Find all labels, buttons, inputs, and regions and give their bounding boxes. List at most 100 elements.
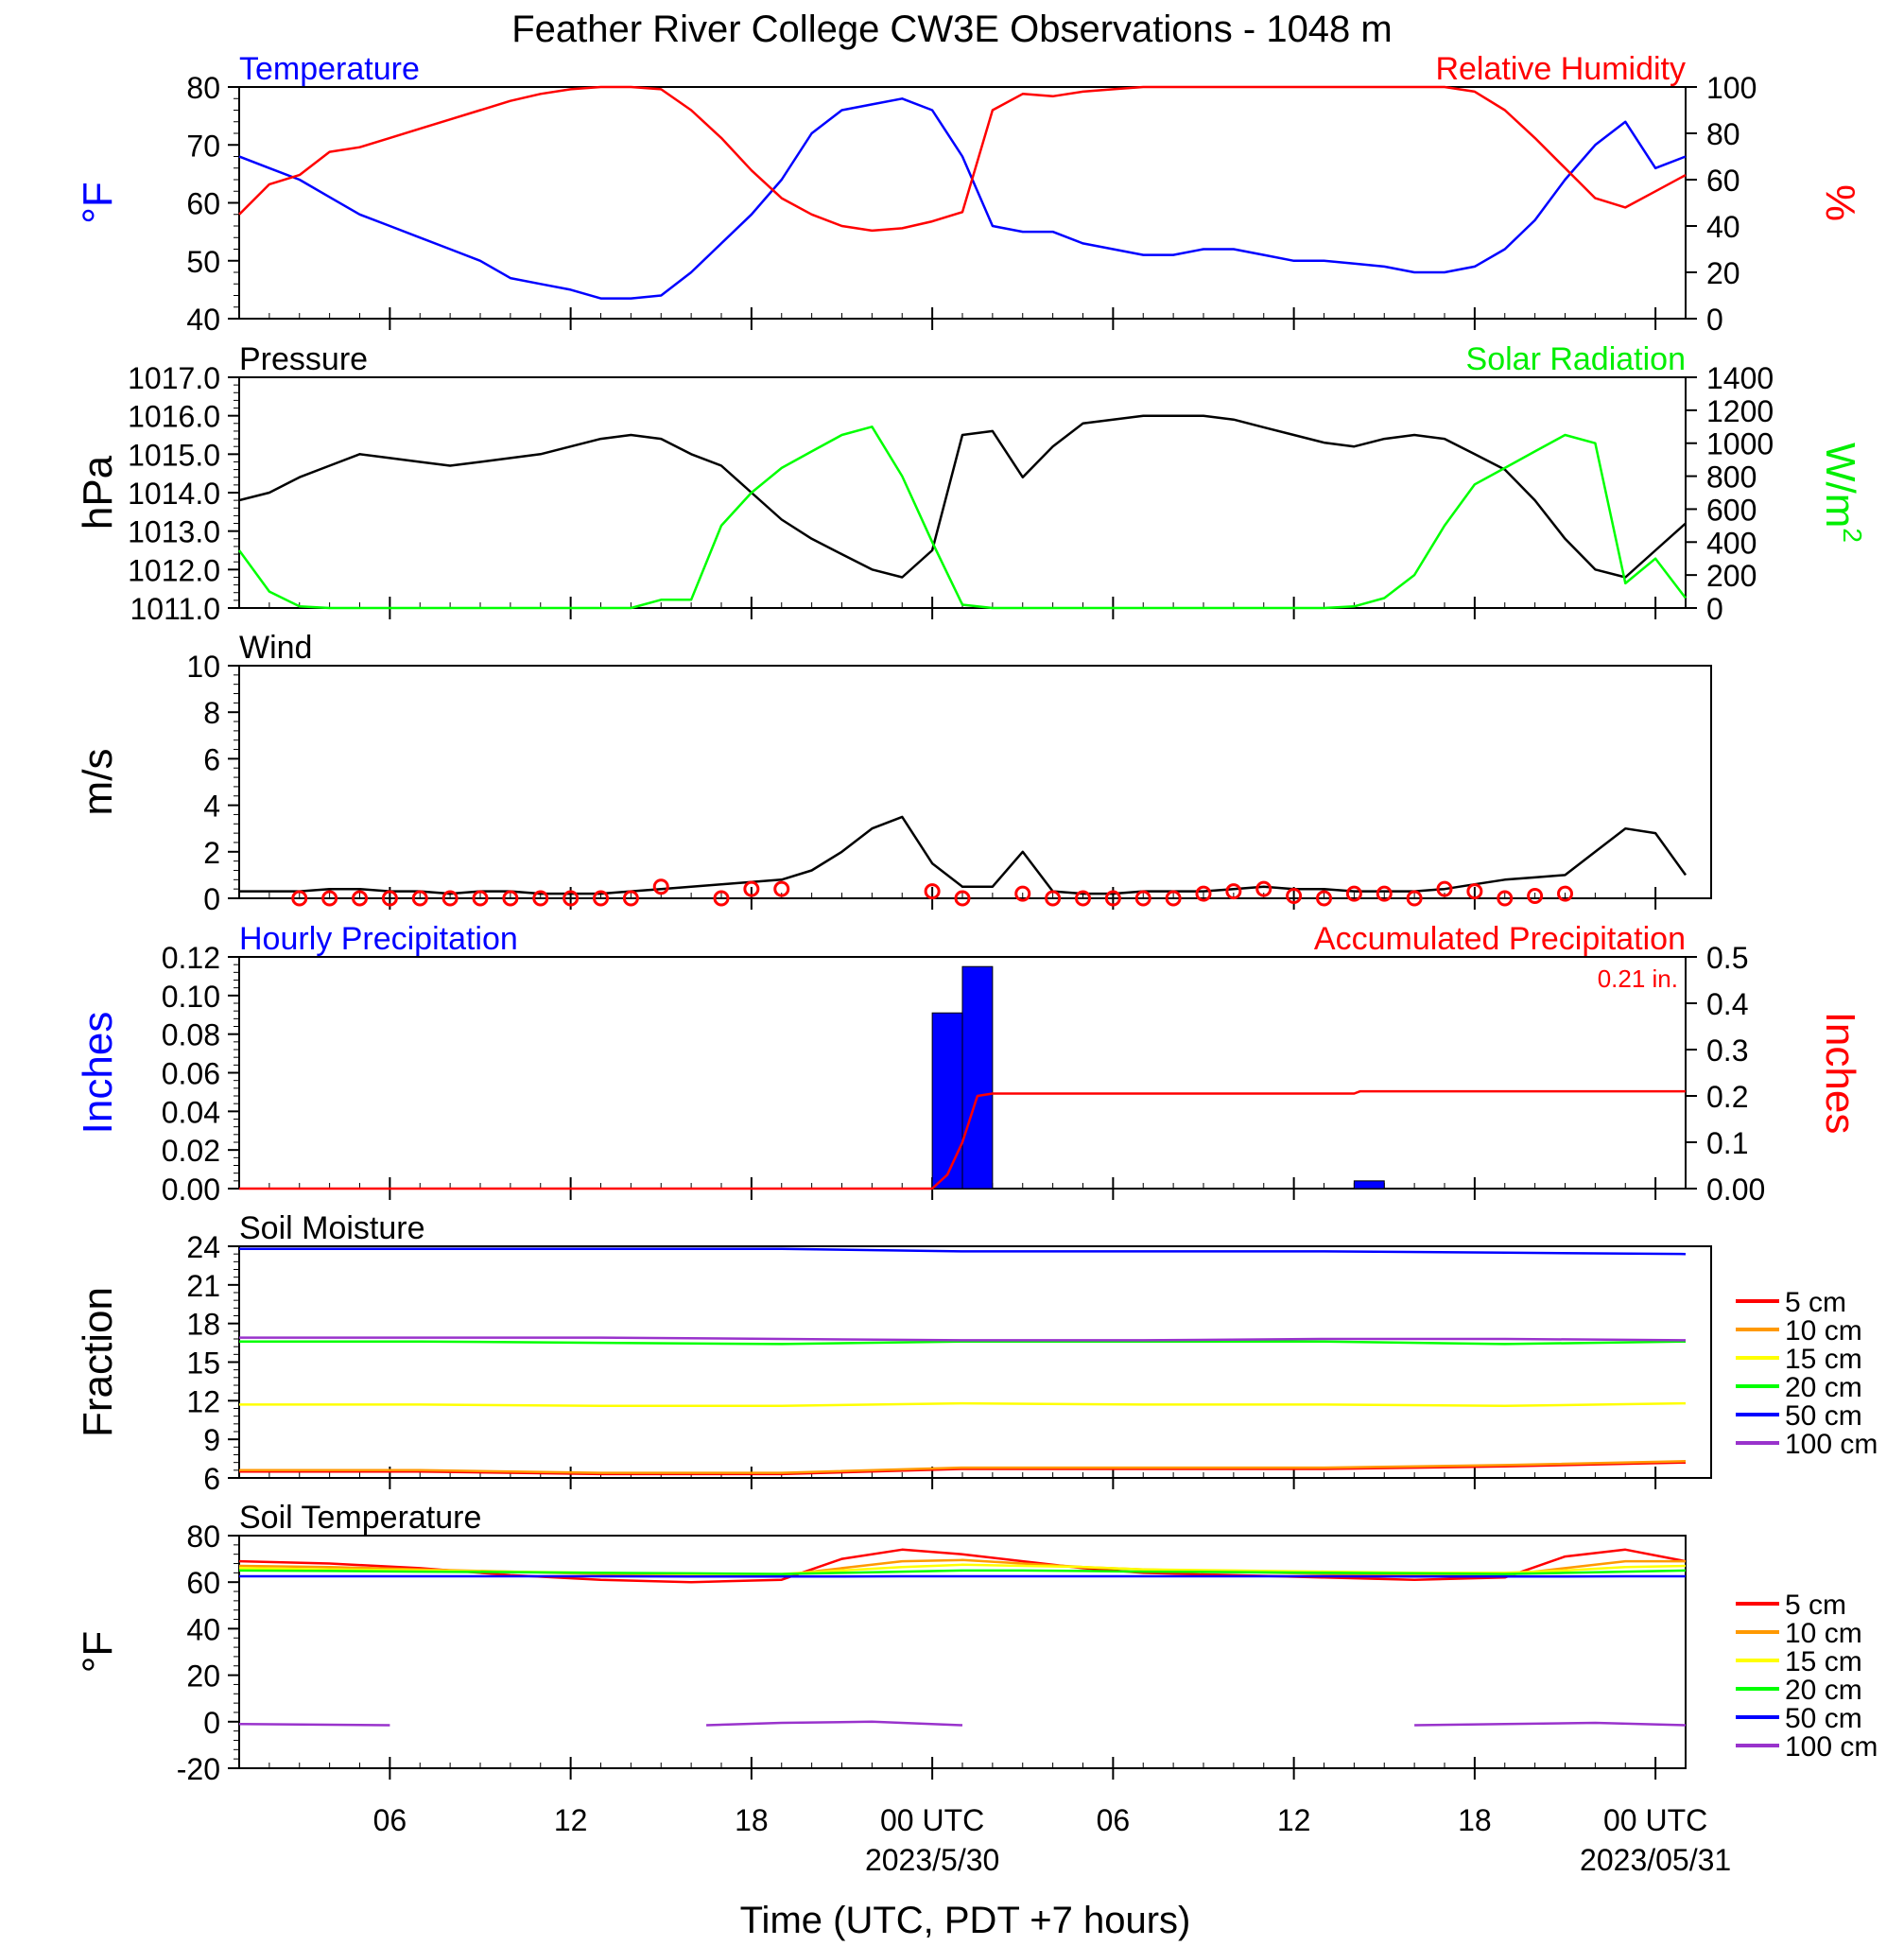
y-tick-label: 1011.0 xyxy=(130,592,221,626)
y-right-tick-label: 1200 xyxy=(1706,394,1774,428)
y-right-tick-label: 0 xyxy=(1706,303,1723,337)
y-right-tick-label: 400 xyxy=(1706,526,1757,560)
wind-calm-marker xyxy=(713,890,730,907)
wind-calm-marker xyxy=(1165,890,1182,907)
y-tick-label: 12 xyxy=(186,1384,220,1418)
legend-label: 20 cm xyxy=(1785,1372,1862,1403)
panel-title-left: Soil Temperature xyxy=(239,1500,481,1536)
x-axis-label: Time (UTC, PDT +7 hours) xyxy=(740,1900,1191,1941)
y-tick-label: 80 xyxy=(186,1520,220,1554)
y-tick-label: 50 xyxy=(186,245,220,279)
y-tick-label: 21 xyxy=(186,1269,220,1303)
y-tick-label: 1016.0 xyxy=(128,400,220,434)
precip-bar xyxy=(961,965,994,1190)
legend-label: 15 cm xyxy=(1785,1344,1862,1375)
y-tick-label: 1013.0 xyxy=(128,515,220,549)
wind-calm-marker xyxy=(1255,880,1272,897)
y-tick-label: 0.00 xyxy=(162,1173,220,1207)
y-axis-label: Fraction xyxy=(75,1287,121,1437)
panel-frame xyxy=(238,665,1712,899)
wind-calm-marker xyxy=(1376,885,1393,902)
x-tick-label: 12 xyxy=(1277,1803,1311,1837)
y-tick-label: 40 xyxy=(186,303,220,337)
y-tick-label: 8 xyxy=(203,696,220,730)
y-right-tick-label: 600 xyxy=(1706,493,1757,527)
wind-calm-marker xyxy=(1466,883,1483,900)
x-tick-label: 00 UTC xyxy=(880,1803,984,1837)
series-line-50-cm xyxy=(239,1247,1687,1256)
x-axis: 06 12 18 00 UTC 06 12 18 00 UTC 2023/5/30 2023/05… xyxy=(373,1803,1732,1877)
wind-calm-marker xyxy=(652,878,669,895)
y-tick-label: 18 xyxy=(186,1308,220,1342)
series-line-relative-humidity xyxy=(238,85,1687,233)
series-line-10-cm xyxy=(239,1460,1687,1474)
y-axis-label-superscript: 2 xyxy=(1838,528,1867,543)
wind-calm-marker xyxy=(1316,890,1332,907)
series-line-pressure xyxy=(238,414,1687,579)
legend-label: 15 cm xyxy=(1785,1646,1862,1677)
wind-calm-marker xyxy=(291,890,308,907)
wind-calm-marker xyxy=(622,890,639,907)
wind-calm-marker xyxy=(563,890,580,907)
y-right-tick-label: 0.4 xyxy=(1706,987,1748,1021)
y-tick-label: 20 xyxy=(186,1659,220,1694)
legend-label: 100 cm xyxy=(1785,1731,1878,1763)
y-tick-label: 0 xyxy=(203,1706,220,1740)
wind-calm-marker xyxy=(411,890,428,907)
y-axis-label: hPa xyxy=(75,455,121,530)
y-tick-label: 0.12 xyxy=(162,941,220,975)
series-line-100-cm xyxy=(238,1723,390,1727)
legend-label: 5 cm xyxy=(1785,1590,1846,1621)
series-line-wind-speed xyxy=(239,815,1688,895)
wind-calm-marker xyxy=(924,883,941,900)
wind-calm-marker xyxy=(472,890,489,907)
legend-label: 10 cm xyxy=(1785,1618,1862,1649)
x-tick-label: 06 xyxy=(1097,1803,1131,1837)
y-axis-label: m/s xyxy=(75,749,121,816)
y-tick-label: 2 xyxy=(203,836,220,870)
wind-calm-marker xyxy=(1286,888,1303,905)
y-tick-label: 70 xyxy=(186,129,220,163)
panel-temp-rh: 40 50 60 70 80 0 20 40 60 80 100 Temperature Relativ… xyxy=(75,51,1863,337)
panel-wind: 0 2 4 6 8 10 Wind m/s xyxy=(75,630,1712,916)
y-axis-label-right: % xyxy=(1817,184,1863,221)
panel-precip: 0.00 0.02 0.04 0.06 0.08 0.10 0.12 0.00 0.1 0.2 0.… xyxy=(75,921,1863,1207)
legend-label: 50 cm xyxy=(1785,1400,1862,1432)
y-right-tick-label: 80 xyxy=(1706,117,1740,151)
panel-title-right: Solar Radiation xyxy=(1466,341,1686,377)
y-axis-label: Inches xyxy=(75,1012,121,1135)
y-tick-label: 10 xyxy=(186,650,220,684)
y-tick-label: 80 xyxy=(186,71,220,105)
wind-calm-marker xyxy=(1195,885,1212,902)
y-right-tick-label: 20 xyxy=(1706,256,1740,290)
y-right-tick-label: 0.00 xyxy=(1706,1173,1765,1207)
wind-calm-marker xyxy=(352,890,368,907)
y-tick-label: 9 xyxy=(203,1423,220,1457)
y-tick-label: 1014.0 xyxy=(128,477,220,511)
y-right-tick-label: 1400 xyxy=(1706,361,1774,395)
series-line-accumulated-precipitation xyxy=(239,1089,1686,1190)
y-tick-label: 0.02 xyxy=(162,1134,220,1168)
series-line-100-cm xyxy=(706,1720,963,1727)
panel-title-right: Relative Humidity xyxy=(1435,51,1686,87)
x-tick-label: 00 UTC xyxy=(1603,1803,1707,1837)
wind-calm-marker xyxy=(441,890,459,907)
y-tick-label: 15 xyxy=(186,1347,220,1381)
series-line-100-cm xyxy=(1414,1721,1687,1727)
series-line-temperature xyxy=(238,97,1687,300)
y-axis-label: °F xyxy=(75,1631,121,1673)
y-tick-label: 24 xyxy=(186,1230,220,1264)
y-tick-label: 1017.0 xyxy=(128,361,220,395)
series-line-20-cm xyxy=(238,1569,1687,1575)
series-line-100-cm xyxy=(239,1336,1687,1342)
y-tick-label: 0.04 xyxy=(162,1095,220,1129)
series-line-15-cm xyxy=(239,1401,1687,1408)
y-tick-label: 0.06 xyxy=(162,1057,220,1091)
panel-frame xyxy=(238,86,1687,320)
